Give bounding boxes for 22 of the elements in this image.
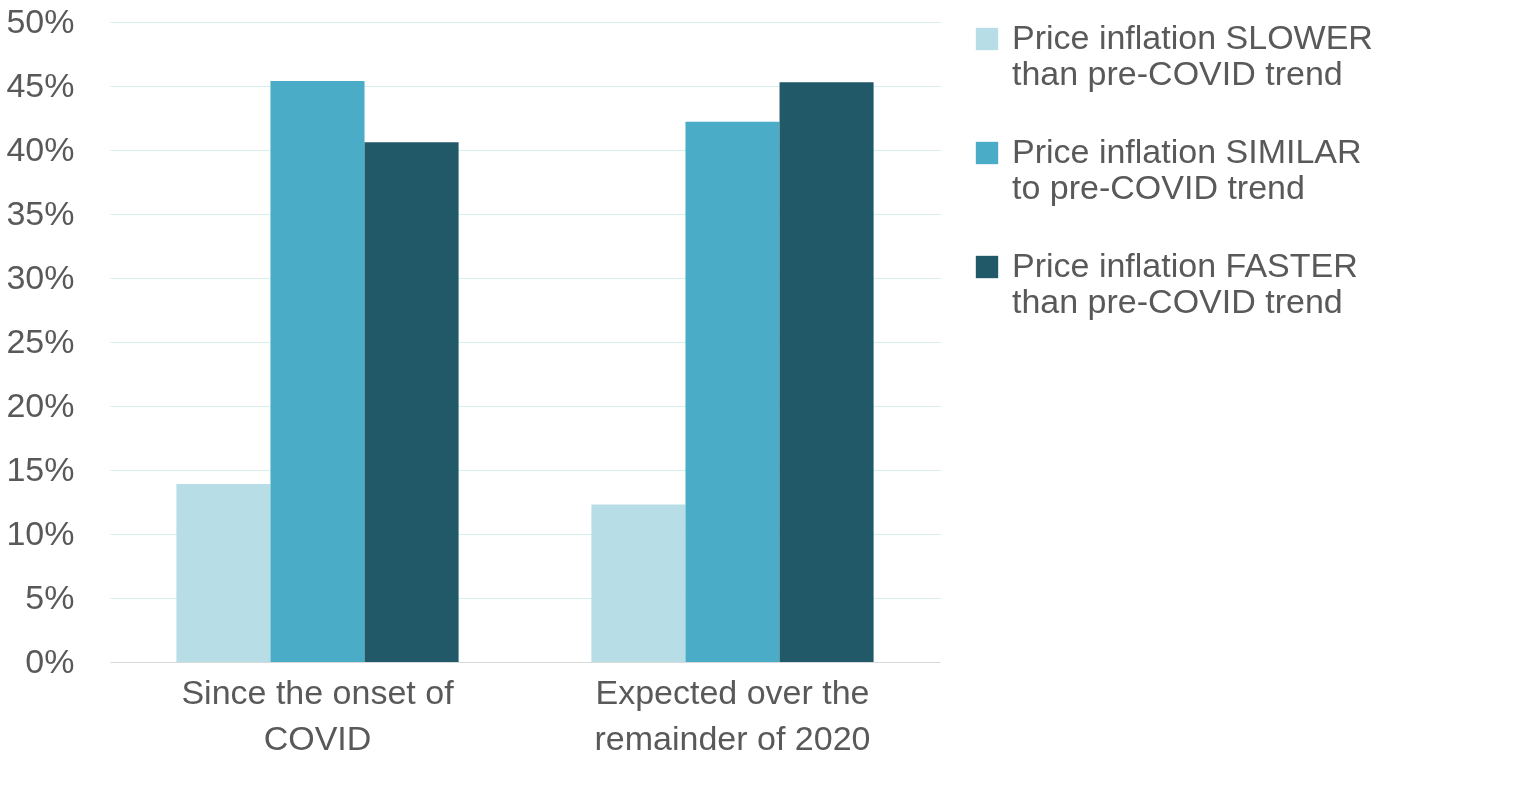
bar	[591, 504, 686, 662]
bar	[364, 142, 459, 662]
x-tick-label: Expected over the remainder of 2020	[594, 672, 871, 757]
y-tick-label: 0%	[25, 641, 75, 680]
bar	[176, 484, 271, 662]
y-tick-label: 45%	[6, 65, 75, 104]
y-tick-label: 10%	[6, 513, 75, 552]
legend-label: Price inflation SLOWER than pre-COVID trend	[1012, 18, 1373, 92]
y-tick-label: 15%	[6, 449, 75, 488]
bar	[270, 80, 365, 662]
x-tick-label: Since the onset of COVID	[181, 672, 455, 757]
y-tick-label: 40%	[6, 129, 75, 168]
legend-label: Price inflation FASTER than pre-COVID trend	[1012, 246, 1358, 320]
bar	[779, 82, 874, 662]
legend-label: Price inflation SIMILAR to pre-COVID trend	[1012, 132, 1362, 206]
y-tick-label: 35%	[6, 193, 75, 232]
y-tick-label: 5%	[25, 577, 75, 616]
y-tick-label: 25%	[6, 321, 75, 360]
y-tick-label: 50%	[6, 1, 75, 40]
y-tick-label: 30%	[6, 257, 75, 296]
y-tick-label: 20%	[6, 385, 75, 424]
bar	[685, 121, 780, 662]
